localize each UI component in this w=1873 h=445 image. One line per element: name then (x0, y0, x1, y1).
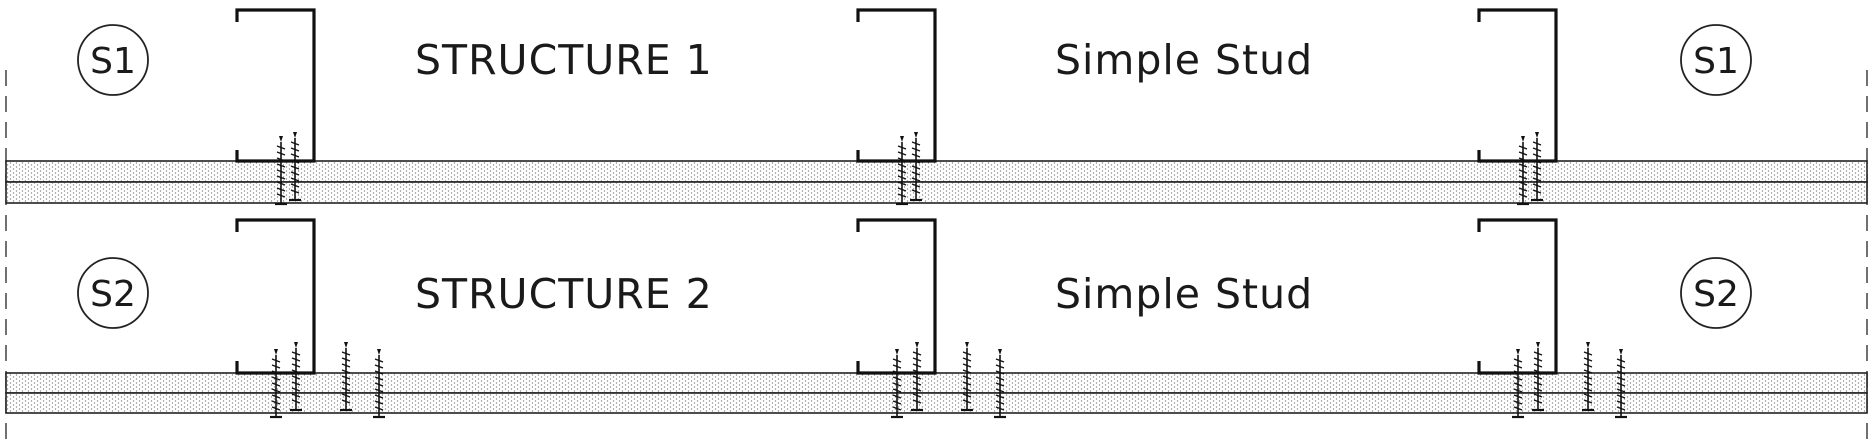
section-tag-right: S1 (1693, 41, 1739, 82)
stud-profile (856, 218, 937, 375)
section-tag-circle-left (77, 24, 149, 96)
section-tag-left: S2 (90, 274, 136, 315)
row-structure-1: S1 S1 STRUCTURE 1 Simple Stud (5, 8, 1868, 206)
board-layer-1 (5, 160, 1868, 183)
section-tag-circle-right (1680, 24, 1752, 96)
board-layer-2 (5, 392, 1868, 414)
section-tag-left: S1 (90, 41, 136, 82)
structure-subtitle: Simple Stud (1055, 270, 1313, 318)
row-structure-2: S2 S2 STRUCTURE 2 Simple Stud (5, 215, 1868, 440)
stud-profile (1477, 218, 1558, 375)
board-layer-2 (5, 181, 1868, 204)
stud-profile (235, 218, 316, 375)
structure-subtitle: Simple Stud (1055, 36, 1313, 84)
section-tag-circle-right (1680, 257, 1752, 329)
section-tag-circle-left (77, 257, 149, 329)
structure-title: STRUCTURE 1 (415, 36, 713, 84)
stud-profile (235, 8, 316, 163)
stud-profile (856, 8, 937, 163)
structure-title: STRUCTURE 2 (415, 270, 713, 318)
stud-profile (1477, 8, 1558, 163)
section-tag-right: S2 (1693, 274, 1739, 315)
